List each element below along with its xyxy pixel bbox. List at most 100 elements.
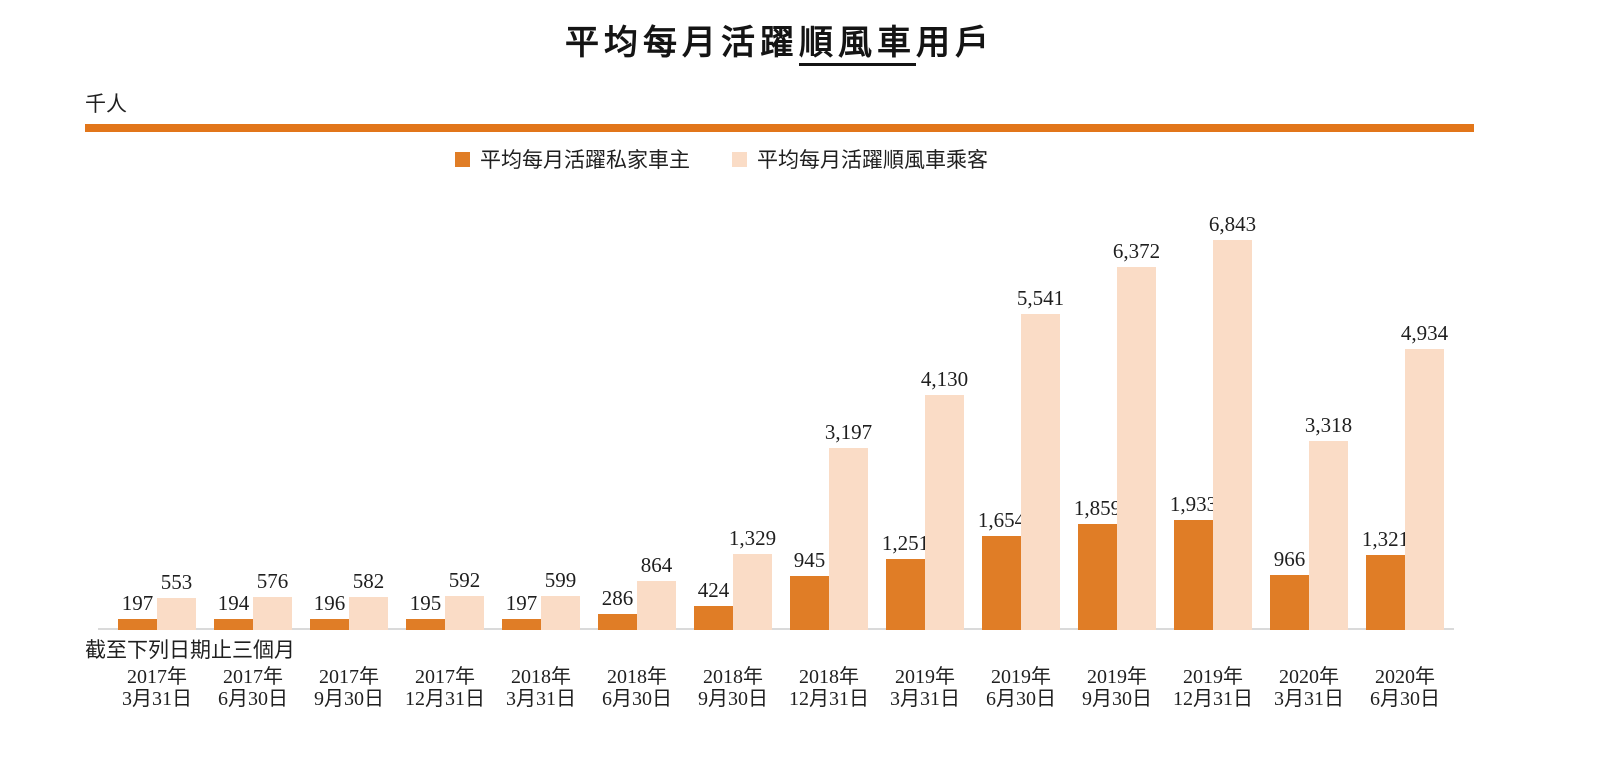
passenger-bar	[253, 597, 292, 630]
owner-bar-wrap: 945	[790, 548, 829, 630]
passenger-bar-wrap: 6,372	[1113, 239, 1160, 630]
x-axis-line	[98, 628, 1454, 630]
x-axis-tick-year: 2019年	[991, 666, 1051, 688]
passenger-bar	[829, 448, 868, 630]
x-axis-tick-date: 6月30日	[986, 688, 1056, 710]
passenger-bar	[925, 395, 964, 630]
owner-bar-wrap: 1,321	[1362, 527, 1409, 630]
passenger-bar-wrap: 3,318	[1305, 413, 1352, 630]
owner-bar	[1174, 520, 1213, 630]
owner-bar-value-label: 1,321	[1361, 527, 1410, 551]
x-axis-tick-date: 3月31日	[890, 688, 960, 710]
x-axis-tick-label: 2017年 6月30日	[183, 666, 323, 710]
bar-group: 196 582	[310, 569, 388, 630]
owner-bar-value-label: 1,859	[1073, 496, 1122, 520]
x-axis-labels: 2017年 3月31日 2017年 6月30日 2017年 9月30日 2017年 12月31…	[85, 666, 1474, 714]
owner-bar-value-label: 424	[697, 578, 730, 602]
passenger-series-swatch-icon	[732, 151, 747, 167]
x-axis-tick-label: 2019年 6月30日	[951, 666, 1091, 710]
x-axis-tick-label: 2017年 3月31日	[87, 666, 227, 710]
bar-group: 197 599	[502, 568, 580, 630]
x-axis-tick-date: 9月30日	[698, 688, 768, 710]
owner-bar-wrap: 1,859	[1074, 496, 1121, 630]
chart-title-underlined-part: 順風車	[799, 25, 916, 66]
x-axis-tick-year: 2017年	[319, 666, 379, 688]
x-axis-tick-label: 2018年 9月30日	[663, 666, 803, 710]
passenger-bar-wrap: 1,329	[729, 526, 776, 630]
passenger-bar	[445, 596, 484, 630]
passenger-bar-wrap: 576	[253, 569, 292, 630]
owner-bar	[598, 614, 637, 630]
bar-group: 286 864	[598, 553, 676, 630]
passenger-bar-value-label: 3,197	[824, 420, 873, 444]
x-axis-tick-year: 2020年	[1279, 666, 1339, 688]
passenger-bar-value-label: 864	[640, 553, 673, 577]
x-axis-tick-year: 2017年	[127, 666, 187, 688]
passenger-bar	[1213, 240, 1252, 630]
bar-group: 1,933 6,843	[1170, 212, 1256, 630]
passenger-bar	[1405, 349, 1444, 630]
x-axis-tick-date: 9月30日	[314, 688, 384, 710]
passenger-bar	[1021, 314, 1060, 630]
x-axis-tick-date: 3月31日	[1274, 688, 1344, 710]
x-axis-tick-year: 2020年	[1375, 666, 1435, 688]
x-axis-tick-date: 9月30日	[1082, 688, 1152, 710]
legend-item-passengers: 平均每月活躍順風車乘客	[732, 144, 988, 174]
passenger-bar-wrap: 5,541	[1017, 286, 1064, 630]
bar-group: 1,321 4,934	[1362, 321, 1448, 630]
passenger-bar-wrap: 4,130	[921, 367, 968, 630]
bar-group: 945 3,197	[790, 420, 872, 630]
chart-title-prefix: 平均每月活躍	[565, 25, 799, 62]
owner-bar-value-label: 194	[217, 591, 250, 615]
x-axis-tick-year: 2018年	[799, 666, 859, 688]
x-axis-tick-year: 2019年	[1183, 666, 1243, 688]
owner-bar-value-label: 945	[793, 548, 826, 572]
x-axis-tick-year: 2018年	[607, 666, 667, 688]
x-axis-tick-date: 3月31日	[506, 688, 576, 710]
passenger-bar-value-label: 553	[160, 570, 193, 594]
owner-bar-value-label: 197	[121, 591, 154, 615]
passenger-bar-wrap: 4,934	[1401, 321, 1448, 630]
owner-bar-wrap: 196	[310, 591, 349, 630]
owner-bar-wrap: 286	[598, 586, 637, 630]
x-axis-tick-date: 6月30日	[218, 688, 288, 710]
passenger-bar-wrap: 553	[157, 570, 196, 630]
x-axis-tick-date: 3月31日	[122, 688, 192, 710]
owner-bar	[982, 536, 1021, 630]
passenger-bar	[1309, 441, 1348, 630]
passenger-bar-value-label: 1,329	[728, 526, 777, 550]
owner-bar-wrap: 1,251	[882, 531, 929, 630]
x-axis-tick-label: 2018年 12月31日	[759, 666, 899, 710]
owner-bar	[1270, 575, 1309, 630]
x-axis-tick-year: 2019年	[1087, 666, 1147, 688]
passenger-bar-value-label: 5,541	[1016, 286, 1065, 310]
bar-chart-plot-area: 197 553 194 576 196 582 195 592 197 599 286 864 424 1…	[85, 177, 1474, 630]
owner-bar-wrap: 197	[118, 591, 157, 630]
x-axis-tick-label: 2019年 12月31日	[1143, 666, 1283, 710]
owner-bar-wrap: 1,933	[1170, 492, 1217, 630]
owner-bar	[694, 606, 733, 630]
x-axis-tick-year: 2018年	[703, 666, 763, 688]
owner-bar-wrap: 966	[1270, 547, 1309, 630]
bar-group: 197 553	[118, 570, 196, 630]
x-axis-tick-label: 2019年 3月31日	[855, 666, 995, 710]
x-axis-tick-label: 2018年 3月31日	[471, 666, 611, 710]
owner-bar-value-label: 1,251	[881, 531, 930, 555]
x-axis-tick-date: 6月30日	[1370, 688, 1440, 710]
chart-title-suffix: 用戶	[916, 25, 994, 62]
owner-bar-value-label: 195	[409, 591, 442, 615]
x-axis-tick-label: 2020年 3月31日	[1239, 666, 1379, 710]
passenger-bar-value-label: 6,372	[1112, 239, 1161, 263]
owner-bar-value-label: 1,654	[977, 508, 1026, 532]
owner-bar-wrap: 195	[406, 591, 445, 630]
x-axis-caption: 截至下列日期止三個月	[85, 638, 295, 662]
x-axis-tick-year: 2018年	[511, 666, 571, 688]
bar-group: 1,654 5,541	[978, 286, 1064, 630]
owner-bar	[886, 559, 925, 630]
passenger-bar	[1117, 267, 1156, 630]
chart-legend: 平均每月活躍私家車主 平均每月活躍順風車乘客	[27, 146, 1416, 172]
owner-bar-value-label: 197	[505, 591, 538, 615]
passenger-bar-wrap: 599	[541, 568, 580, 630]
passenger-bar	[733, 554, 772, 630]
passenger-bar	[157, 598, 196, 630]
